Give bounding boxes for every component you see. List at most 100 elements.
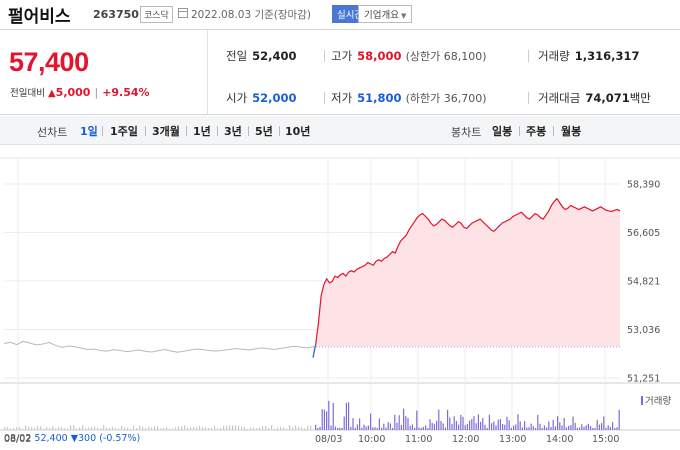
- period-3y-tab[interactable]: 3년: [224, 125, 242, 138]
- volume-bar: [579, 427, 581, 430]
- volume-bar: [616, 427, 618, 430]
- x-tick-label: 08/03: [315, 434, 342, 445]
- volume-bar: [319, 426, 321, 430]
- volume-bar: [484, 424, 486, 430]
- stat-label: 전일: [226, 49, 248, 63]
- volume-bar: [455, 421, 457, 430]
- divider: [553, 126, 554, 136]
- volume-bar: [385, 427, 387, 430]
- volume-bar: [427, 427, 429, 430]
- stat-value: 52,000: [252, 91, 297, 105]
- volume-bar: [513, 425, 515, 430]
- volume-bar: [548, 421, 550, 430]
- volume-bar: [570, 425, 572, 430]
- price-info-panel: 57,400 전일대비 ▲5,000 | +9.54% 전일 52,400 고가 58,0…: [0, 29, 680, 115]
- prev-volume-bar: [289, 425, 291, 430]
- prev-volume-bar: [166, 427, 168, 430]
- divider: [324, 92, 325, 104]
- volume-bar: [381, 427, 383, 430]
- prev-volume-bar: [181, 426, 183, 430]
- stat-open: 시가 52,000: [226, 90, 297, 106]
- stat-unit: 백만: [629, 91, 651, 105]
- volume-bar: [486, 427, 488, 430]
- x-tick-label: 15:00: [592, 434, 619, 445]
- volume-bar: [348, 402, 350, 430]
- volume-bar: [361, 427, 363, 430]
- volume-bar: [515, 424, 517, 430]
- volume-bar: [407, 418, 409, 430]
- volume-bar: [453, 416, 455, 430]
- volume-bar: [543, 425, 545, 430]
- volume-bar: [554, 426, 556, 430]
- prev-volume-bar: [205, 427, 207, 430]
- volume-bar: [315, 424, 317, 430]
- volume-bar: [504, 424, 506, 430]
- volume-bar: [471, 418, 473, 430]
- volume-bar: [535, 427, 537, 430]
- prev-volume-bar: [268, 427, 270, 430]
- volume-bar: [559, 422, 561, 430]
- weekly-candle-tab[interactable]: 주봉: [526, 125, 547, 138]
- y-tick-label: 58,390: [627, 180, 660, 191]
- period-3m-tab[interactable]: 3개월: [152, 125, 180, 138]
- volume-bar: [482, 417, 484, 430]
- prev-volume-bar: [103, 425, 105, 430]
- prev-volume-bar: [31, 427, 33, 430]
- monthly-candle-tab[interactable]: 월봉: [561, 125, 582, 138]
- prev-volume-bar: [130, 428, 132, 430]
- prev-volume-bar: [76, 428, 78, 430]
- volume-bar: [528, 427, 530, 430]
- volume-bar: [605, 427, 607, 430]
- volume-bar: [383, 423, 385, 430]
- volume-bar: [367, 425, 369, 430]
- volume-bar: [618, 409, 620, 430]
- volume-bar: [590, 426, 592, 430]
- prev-volume-bar: [40, 426, 42, 430]
- stat-label: 거래량: [538, 49, 570, 63]
- volume-bar: [491, 423, 493, 430]
- volume-bar: [614, 427, 616, 430]
- x-tick-label: 14:00: [546, 434, 573, 445]
- volume-bar: [449, 417, 451, 430]
- divider: [102, 126, 103, 136]
- prev-volume-bar: [13, 428, 15, 430]
- prev-volume-bar: [37, 425, 39, 430]
- company-overview-label: 기업개요: [364, 10, 399, 21]
- volume-bar: [572, 416, 574, 430]
- period-1y-tab[interactable]: 1년: [193, 125, 211, 138]
- volume-bar: [607, 425, 609, 430]
- daily-candle-tab[interactable]: 일봉: [492, 125, 513, 138]
- calendar-icon: [178, 8, 188, 18]
- prev-volume-bar: [211, 428, 213, 430]
- volume-bar: [565, 427, 567, 430]
- volume-bar: [532, 426, 534, 430]
- prev-volume-bar: [154, 425, 156, 430]
- period-5y-tab[interactable]: 5년: [255, 125, 273, 138]
- prev-volume-bar: [190, 427, 192, 430]
- volume-bar: [460, 414, 462, 430]
- prev-volume-bar: [235, 425, 237, 430]
- stat-value: 1,316,317: [574, 49, 640, 63]
- stock-name: 펄어비스: [8, 7, 71, 27]
- period-10y-tab[interactable]: 10년: [285, 125, 311, 138]
- prev-volume-bar: [160, 428, 162, 430]
- volume-bar: [339, 427, 341, 430]
- volume-bar: [444, 427, 446, 430]
- volume-bar: [506, 416, 508, 430]
- prev-volume-bar: [214, 426, 216, 430]
- prev-volume-bar: [67, 428, 69, 430]
- company-overview-button[interactable]: 기업개요 ▼: [358, 5, 413, 23]
- prev-volume-bar: [34, 427, 36, 430]
- prev-volume-bar: [88, 427, 90, 430]
- prev-volume-bar: [271, 425, 273, 430]
- prev-volume-bar: [100, 428, 102, 430]
- volume-bar: [598, 424, 600, 430]
- period-1d-tab[interactable]: 1일: [80, 125, 98, 138]
- prev-volume-bar: [250, 427, 252, 430]
- stock-code: 263750: [93, 8, 139, 21]
- stat-volume: 거래량 1,316,317: [538, 48, 640, 64]
- period-1w-tab[interactable]: 1주일: [110, 125, 138, 138]
- divider: [248, 126, 249, 136]
